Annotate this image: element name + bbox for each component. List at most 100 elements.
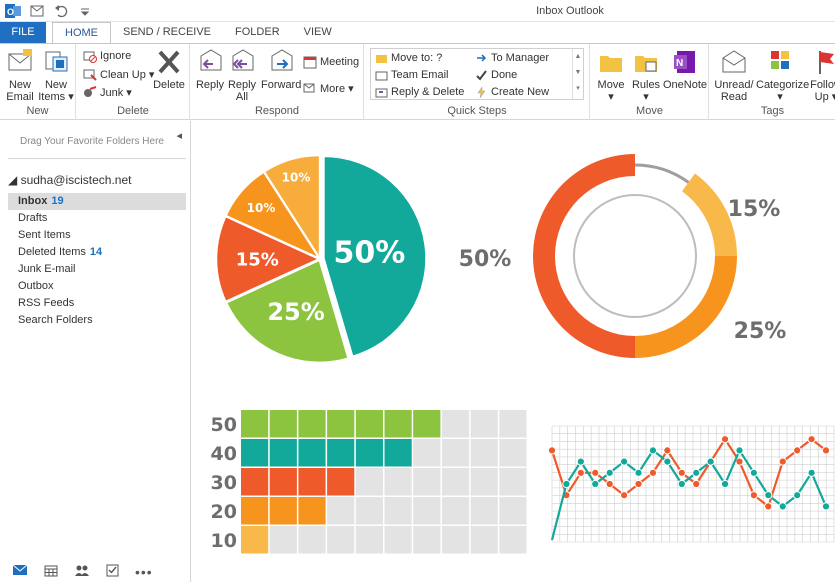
categorize-button[interactable]: Categorize ▾ [756, 48, 809, 103]
bar-category-label: 10 [211, 530, 237, 552]
line-point [793, 491, 802, 500]
line-point [720, 435, 730, 444]
group-respond: Reply Reply All Forward Meeting More ▾ R… [191, 44, 364, 120]
follow-up-button[interactable]: Follow Up ▾ [806, 48, 835, 103]
bar-block [298, 497, 326, 525]
customize-qat-icon[interactable] [76, 2, 94, 20]
reply-all-icon [232, 49, 254, 71]
donut-segment [682, 173, 737, 256]
folder-drafts[interactable]: Drafts [18, 212, 48, 224]
folder-search-folders[interactable]: Search Folders [18, 314, 93, 326]
group-quick-steps: Quick Steps [365, 44, 590, 120]
send-receive-icon[interactable] [28, 2, 46, 20]
bar-empty-block [441, 497, 470, 525]
delete-button[interactable]: Delete [151, 48, 187, 91]
quick-steps-scrollbar[interactable]: ▲ ▼ ▾ [572, 49, 583, 99]
onenote-button[interactable]: N OneNote [663, 48, 707, 91]
group-move: Move ▾ Rules ▾ N OneNote Move [591, 44, 709, 120]
tab-home[interactable]: HOME [52, 22, 111, 43]
new-items-icon [45, 51, 68, 72]
bar-block [327, 439, 355, 467]
line-point [591, 479, 600, 489]
quick-step-done[interactable]: Done [475, 66, 517, 84]
quick-step-to-manager[interactable]: To Manager [475, 49, 549, 67]
flag-icon [819, 51, 834, 74]
reply-button[interactable]: Reply [195, 48, 225, 91]
meeting-button[interactable]: Meeting [303, 53, 359, 71]
deleted-count: 14 [89, 246, 103, 258]
bar-block [269, 439, 297, 467]
line-point [735, 457, 744, 466]
account-header[interactable]: ◢ sudha@iscistech.net [8, 173, 132, 187]
tab-folder[interactable]: FOLDER [235, 26, 280, 38]
bar-empty-block [499, 497, 527, 525]
folder-rss-feeds[interactable]: RSS Feeds [18, 297, 75, 309]
tab-view[interactable]: VIEW [303, 26, 332, 38]
line-point [677, 479, 686, 489]
bar-empty-block [413, 526, 441, 554]
bar-empty-block [441, 526, 470, 554]
mail-icon[interactable] [12, 564, 28, 579]
quick-step-create-new[interactable]: Create New [475, 83, 549, 101]
quick-step-move-to[interactable]: Move to: ? [375, 49, 442, 67]
move-button[interactable]: Move ▾ [595, 48, 627, 103]
quick-access-toolbar: O [4, 2, 94, 20]
ribbon: New Email New Items ▾ New Ignore Clean U… [0, 43, 835, 120]
line-point [663, 446, 672, 455]
bar-block [241, 410, 269, 438]
new-items-button[interactable]: New Items ▾ [38, 48, 74, 103]
bar-empty-block [269, 526, 297, 554]
folder-inbox[interactable]: Inbox 19 [8, 193, 186, 210]
line-point [778, 457, 787, 466]
new-email-button[interactable]: New Email [4, 48, 36, 103]
rules-button[interactable]: Rules ▾ [631, 48, 661, 103]
folder-outbox[interactable]: Outbox [18, 280, 54, 292]
bar-empty-block [441, 468, 470, 496]
bar-block [241, 468, 269, 496]
folder-sent-items[interactable]: Sent Items [18, 229, 71, 241]
line-point [634, 479, 643, 489]
delete-icon [158, 50, 180, 74]
favorites-drop-zone[interactable]: Drag Your Favorite Folders Here [8, 131, 186, 159]
undo-icon[interactable] [52, 2, 70, 20]
collapse-pane-icon[interactable]: ◂ [176, 130, 182, 142]
group-label-tags: Tags [760, 105, 785, 117]
bar-empty-block [327, 497, 355, 525]
quick-step-team-email[interactable]: Team Email [375, 66, 448, 84]
junk-button[interactable]: Junk ▾ [83, 83, 132, 101]
ignore-button[interactable]: Ignore [83, 47, 131, 65]
group-label-move: Move [636, 105, 663, 117]
checkmark-icon [476, 69, 487, 81]
bar-block [269, 410, 297, 438]
reply-all-button[interactable]: Reply All [227, 48, 257, 103]
forward-button[interactable]: Forward [261, 48, 301, 91]
more-respond-button[interactable]: More ▾ [303, 79, 354, 97]
bar-empty-block [355, 497, 383, 525]
folder-junk-email[interactable]: Junk E-mail [18, 263, 76, 275]
bar-empty-block [499, 526, 527, 554]
tab-file[interactable]: FILE [0, 22, 46, 43]
pie-slice [225, 171, 321, 260]
calendar-icon[interactable] [44, 564, 58, 580]
bar-block [298, 410, 326, 438]
unread-read-button[interactable]: Unread/ Read [714, 48, 754, 103]
clean-up-button[interactable]: Clean Up ▾ [83, 65, 154, 83]
folder-deleted-items[interactable]: Deleted Items 14 [18, 246, 103, 258]
bar-empty-block [384, 497, 412, 525]
tab-send-receive[interactable]: SEND / RECEIVE [123, 26, 212, 38]
lightning-icon [477, 85, 486, 98]
line-point [821, 502, 831, 511]
svg-text:O: O [7, 7, 14, 17]
bar-empty-block [298, 526, 326, 554]
line-point [692, 479, 701, 489]
bar-empty-block [499, 410, 527, 438]
quick-step-reply-delete[interactable]: Reply & Delete [375, 83, 464, 101]
navigation-bar: ••• [0, 561, 191, 582]
more-options-icon[interactable]: ••• [135, 563, 153, 580]
team-email-icon [375, 71, 388, 80]
line-point [634, 468, 643, 477]
tasks-icon[interactable] [106, 563, 119, 580]
people-icon[interactable] [74, 564, 90, 580]
line-point [807, 468, 816, 477]
window-title: Inbox Outlook [536, 5, 604, 17]
